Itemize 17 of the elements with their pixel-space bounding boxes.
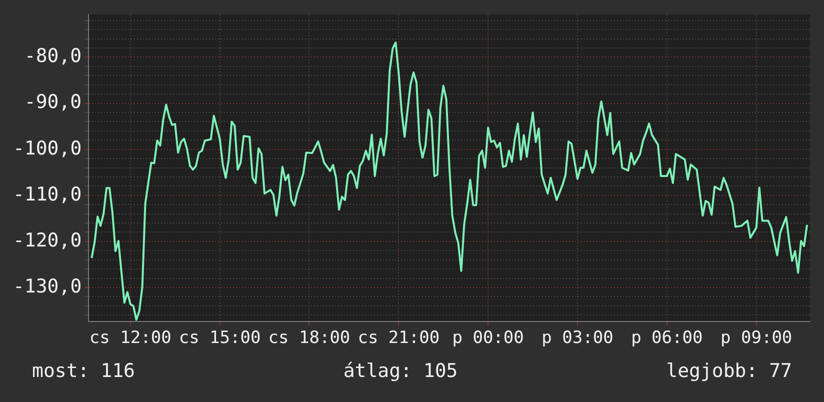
y-tick-label: -90,0 (24, 91, 82, 114)
y-tick-label: -110,0 (12, 183, 82, 206)
y-tick-label: -130,0 (12, 275, 82, 298)
y-tick-label: -80,0 (24, 45, 82, 68)
x-tick-label: cs 15:00 (178, 328, 261, 348)
x-tick-label: p 06:00 (631, 328, 703, 348)
y-tick-label: -120,0 (12, 229, 82, 252)
x-tick-label: p 00:00 (452, 328, 524, 348)
text: legjobb: 77 (666, 360, 792, 382)
x-tick-label: p 03:00 (542, 328, 614, 348)
x-tick-label: p 09:00 (720, 328, 792, 348)
x-tick-label: cs 18:00 (268, 328, 350, 348)
x-tick-label: cs 12:00 (89, 328, 172, 348)
y-tick-label: -100,0 (12, 137, 82, 160)
x-tick-label: cs 21:00 (358, 328, 440, 348)
text: most: 116 (32, 360, 135, 382)
text: átlag: 105 (343, 360, 458, 382)
